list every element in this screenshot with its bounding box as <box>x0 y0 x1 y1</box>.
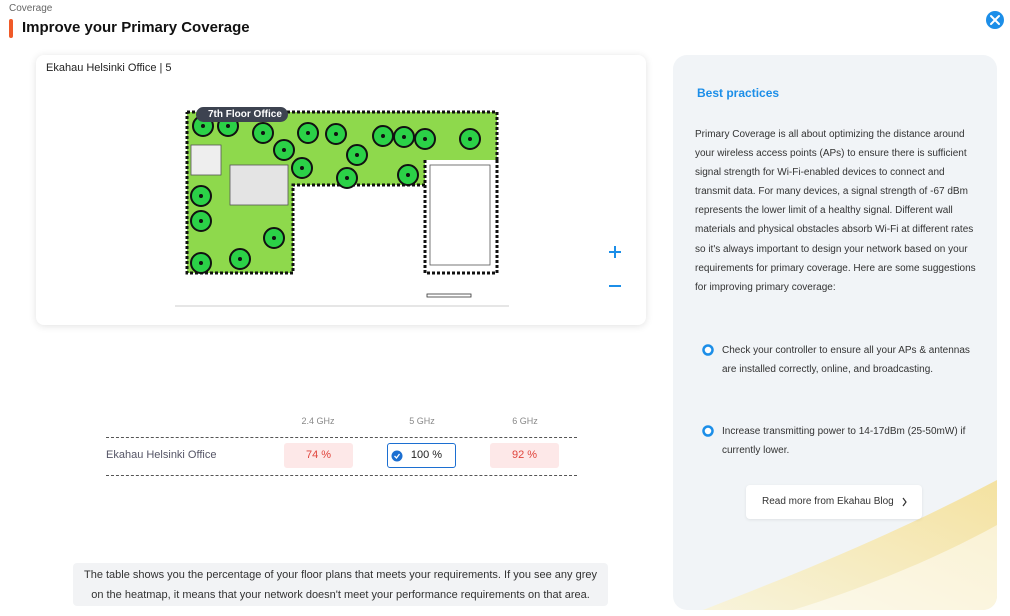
floor-plan-card <box>36 55 646 325</box>
floor-plan-label: Ekahau Helsinki Office | 5 <box>46 62 172 74</box>
coverage-cell[interactable]: 100 % <box>387 443 456 468</box>
floor-tag: 7th Floor Office <box>196 107 288 122</box>
close-button[interactable] <box>986 11 1004 29</box>
table-rule <box>106 475 577 476</box>
column-header: 6 GHz <box>512 416 538 426</box>
table-note: The table shows you the percentage of yo… <box>73 563 608 606</box>
column-header: 2.4 GHz <box>301 416 335 426</box>
column-header: 5 GHz <box>409 416 435 426</box>
coverage-cell: 74 % <box>284 443 353 468</box>
tip: Check your controller to ensure all your… <box>722 345 970 376</box>
page-title: Improve your Primary Coverage <box>22 19 250 36</box>
panel-title: Best practices <box>697 86 780 100</box>
panel-decoration <box>703 480 997 610</box>
row-label: Ekahau Helsinki Office <box>106 449 217 461</box>
section-label: Coverage <box>9 3 53 14</box>
panel-intro: Primary Coverage is all about optimizing… <box>695 129 976 293</box>
coverage-cell: 92 % <box>490 443 559 468</box>
title-accent <box>9 19 13 38</box>
table-rule <box>106 437 577 438</box>
blog-link-button[interactable]: Read more from Ekahau Blog <box>746 485 922 519</box>
tip: Increase transmitting power to 14-17dBm … <box>722 426 966 457</box>
